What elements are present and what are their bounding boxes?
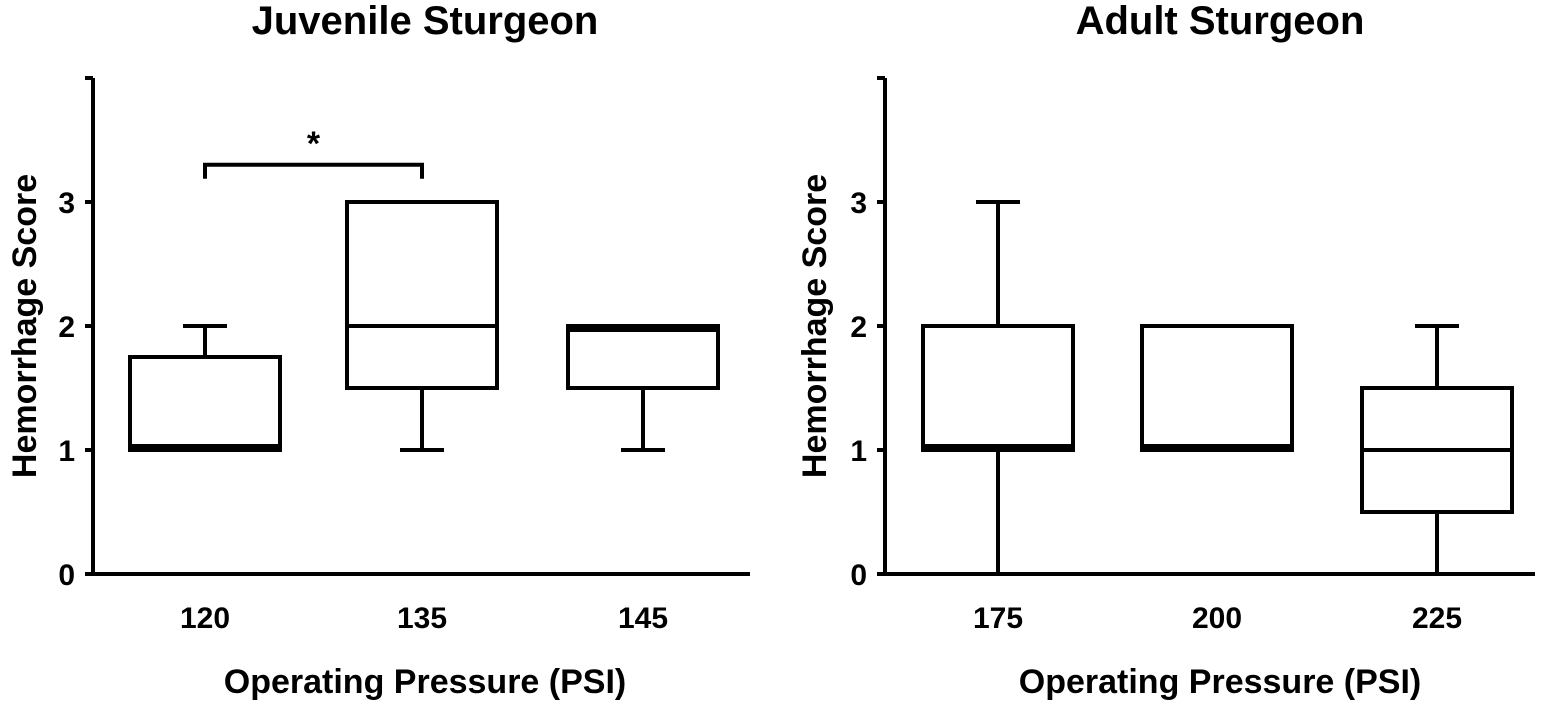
y-tick-label: 1 — [850, 435, 867, 468]
y-tick-label: 2 — [850, 311, 867, 344]
x-tick-label: 145 — [618, 602, 668, 635]
x-tick-label: 225 — [1412, 602, 1462, 635]
x-tick-label: 120 — [180, 602, 230, 635]
box-135 — [345, 200, 499, 452]
x-tick-label: 200 — [1192, 602, 1242, 635]
box-iqr — [921, 324, 1075, 452]
x-axis-label: Operating Pressure (PSI) — [224, 663, 626, 701]
box-120 — [128, 324, 282, 452]
y-tick-label: 0 — [58, 559, 75, 592]
y-axis-label: Hemorrhage Score — [6, 174, 44, 478]
box-iqr — [566, 324, 720, 390]
adult-chart-panel: Adult Sturgeon Hemorrhage Score Operatin… — [796, 0, 1535, 701]
y-axis-label: Hemorrhage Score — [796, 174, 834, 478]
y-tick-label: 3 — [58, 187, 75, 220]
box-iqr — [345, 200, 499, 390]
box-iqr — [128, 355, 282, 452]
chart-title: Adult Sturgeon — [1076, 0, 1365, 43]
box-iqr — [1140, 324, 1294, 452]
y-tick-label: 1 — [58, 435, 75, 468]
significance-star: * — [307, 125, 321, 163]
y-tick-label: 3 — [850, 187, 867, 220]
y-tick-label: 2 — [58, 311, 75, 344]
significance-bracket: * — [203, 125, 424, 179]
box-175 — [921, 200, 1075, 576]
box-145 — [566, 324, 720, 452]
x-axis-label: Operating Pressure (PSI) — [1019, 663, 1421, 701]
x-tick-label: 135 — [397, 602, 447, 635]
y-tick-label: 0 — [850, 559, 867, 592]
box-225 — [1360, 324, 1514, 576]
x-tick-label: 175 — [973, 602, 1023, 635]
bracket-line — [203, 162, 424, 179]
box-200 — [1140, 324, 1294, 452]
chart-title: Juvenile Sturgeon — [252, 0, 599, 43]
juvenile-chart-panel: Juvenile Sturgeon Hemorrhage Score Opera… — [6, 0, 750, 701]
